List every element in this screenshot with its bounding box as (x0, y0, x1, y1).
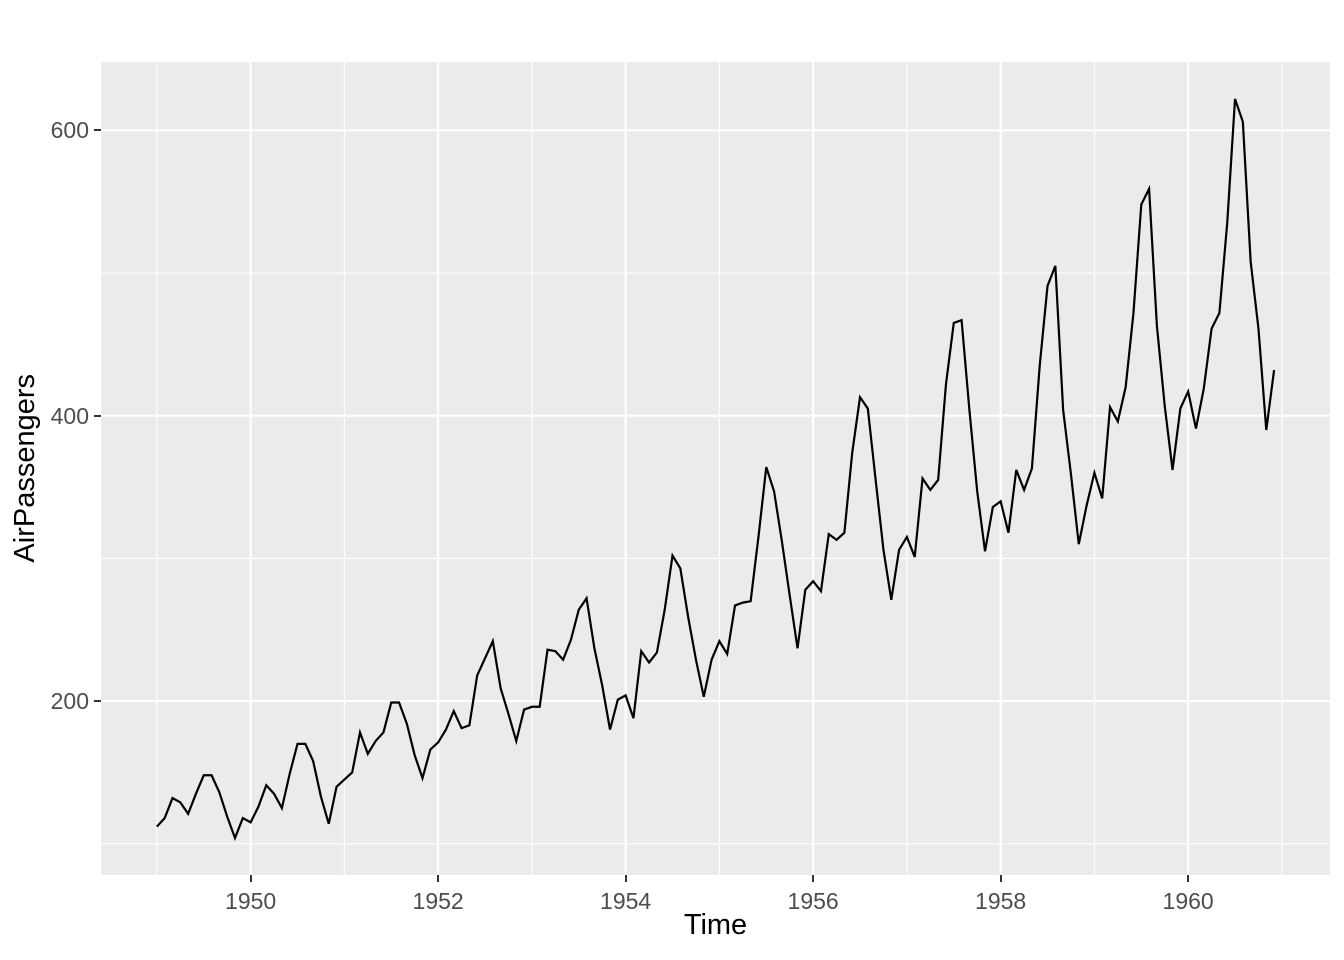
x-axis-tick (999, 875, 1002, 882)
x-tick-label: 1958 (975, 888, 1027, 914)
x-tick-label: 1960 (1162, 888, 1214, 914)
x-tick-label: 1954 (600, 888, 652, 914)
x-tick-label: 1952 (412, 888, 464, 914)
x-axis-tick (624, 875, 627, 882)
plot-svg (101, 62, 1330, 875)
y-tick-label: 200 (50, 688, 89, 715)
y-tick-label: 600 (50, 117, 89, 144)
x-tick-label: 1950 (225, 888, 277, 914)
panel-background (101, 62, 1330, 875)
y-axis-tick (94, 129, 101, 132)
plot-panel (101, 62, 1330, 875)
x-tick-label: 1956 (787, 888, 839, 914)
x-axis-title: Time (683, 909, 748, 941)
y-tick-label: 400 (50, 402, 89, 429)
x-axis-tick (1187, 875, 1190, 882)
x-axis-tick (249, 875, 252, 882)
y-axis-tick (94, 414, 101, 417)
x-axis-tick (437, 875, 440, 882)
series-line (156, 98, 1276, 842)
y-axis-title-wrap: AirPassengers (8, 62, 42, 875)
y-axis-tick (94, 700, 101, 703)
x-axis-tick (812, 875, 815, 882)
y-axis-title: AirPassengers (9, 374, 41, 563)
